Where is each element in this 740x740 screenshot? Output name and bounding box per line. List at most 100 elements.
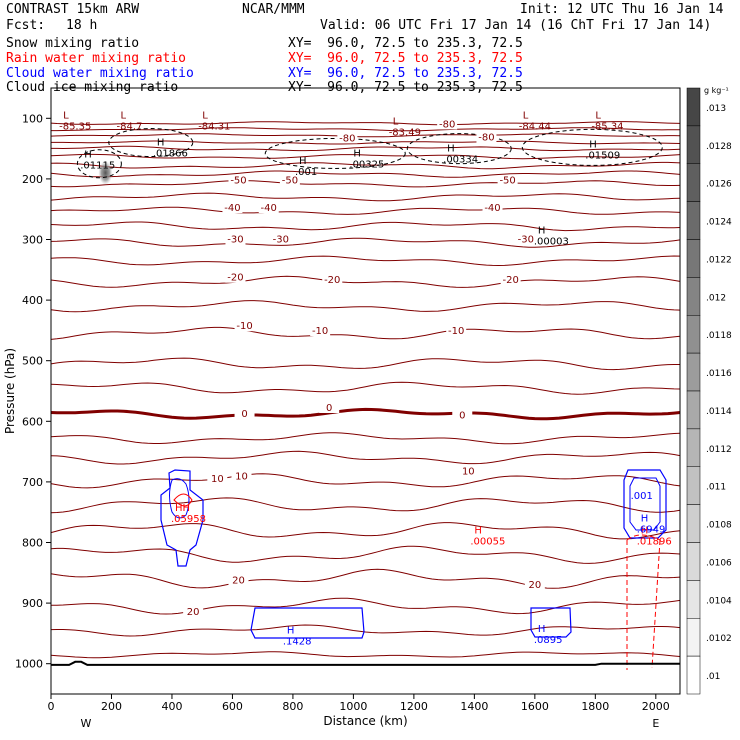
- colorbar-segment: [686, 466, 701, 505]
- colorbar-segment: [686, 277, 701, 316]
- colorbar-segment: [686, 163, 701, 202]
- fcst-value: 18 h: [66, 18, 98, 33]
- temperature-contour-label: -80: [339, 133, 355, 144]
- cloud-ice-contour: [264, 137, 406, 169]
- colorbar-tick-label: .013: [706, 104, 726, 114]
- x-tick-label: 1600: [521, 700, 549, 713]
- temperature-contour-label: -40: [261, 203, 277, 214]
- colorbar-segment: [686, 542, 701, 581]
- field-rain-name: Rain water mixing ratio: [6, 51, 187, 66]
- temperature-contour: [50, 497, 681, 514]
- temperature-contour: [50, 170, 681, 178]
- field-cloudwater-xy: XY= 96.0, 72.5 to 235.3, 72.5: [288, 66, 523, 81]
- x-axis-label: Distance (km): [323, 714, 407, 728]
- extremum-value: .6949: [637, 524, 666, 535]
- colorbar-tick-label: .0114: [706, 407, 732, 417]
- temperature-contour: [50, 161, 681, 170]
- colorbar-tick-label: .0106: [706, 558, 732, 568]
- temperature-contour-label: -10: [236, 321, 252, 332]
- rain-contour: [651, 539, 661, 669]
- extremum-marker: H: [353, 148, 361, 159]
- contour-label-bg: [228, 175, 249, 186]
- x-tick-label: 1200: [400, 700, 428, 713]
- extremum-value: .01896: [637, 536, 672, 547]
- colorbar-tick-label: .0122: [706, 255, 732, 265]
- temperature-contour-label: 0: [241, 409, 247, 420]
- x-tick-label: 0: [48, 700, 55, 713]
- colorbar-tick-label: .011: [706, 483, 726, 493]
- contour-label-bg: [207, 473, 228, 484]
- extremum-marker: H: [474, 525, 482, 536]
- extremum-marker: H: [157, 138, 165, 149]
- model-title: CONTRAST 15km ARW: [6, 2, 140, 17]
- extremum-value: .1428: [283, 636, 312, 647]
- plot-frame: [50, 87, 681, 695]
- temperature-contour-label: 0: [326, 403, 332, 414]
- x-tick-label: 1400: [460, 700, 488, 713]
- init-time: Init: 12 UTC Thu 16 Jan 14: [520, 2, 724, 17]
- colorbar-segment: [686, 390, 701, 430]
- temperature-contour-label: 0: [459, 410, 465, 421]
- colorbar-segment: [686, 125, 701, 164]
- extremum-marker: L: [595, 110, 601, 121]
- extremum-value: .00055: [470, 536, 505, 547]
- x-tick-label: 800: [282, 700, 303, 713]
- extremum-marker: H: [641, 513, 649, 524]
- contour-label-bg: [482, 203, 503, 214]
- contour-label-bg: [476, 132, 497, 143]
- field-rain-xy: XY= 96.0, 72.5 to 235.3, 72.5: [288, 51, 523, 66]
- cloud-water-contour: [530, 607, 572, 638]
- temperature-contour: [50, 153, 681, 160]
- colorbar-tick-label: .0102: [706, 634, 732, 644]
- temperature-contour: [50, 432, 681, 445]
- temperature-contour-label: 10: [235, 471, 248, 482]
- extremum-value: .00325: [349, 159, 384, 170]
- terrain-line: [51, 660, 680, 666]
- contour-label-bg: [234, 409, 255, 420]
- colorbar-tick-label: .0116: [706, 369, 732, 379]
- temperature-contour-label: -30: [273, 235, 289, 246]
- temperature-contour-label: -10: [448, 326, 464, 337]
- contour-label-bg: [524, 579, 545, 590]
- extremum-value: .05958: [171, 514, 206, 525]
- temperature-contour: [50, 192, 681, 202]
- temperature-contour-label: 20: [232, 576, 245, 587]
- temperature-contour: [50, 473, 681, 489]
- contour-label-bg: [500, 275, 521, 286]
- contour-label-bg: [497, 175, 518, 186]
- temperature-contour: [50, 568, 681, 589]
- colorbar-tick-label: .0112: [706, 445, 732, 455]
- temperature-contour-label: -80: [478, 133, 494, 144]
- field-cloudwater-name: Cloud water mixing ratio: [6, 66, 194, 81]
- contour-label-bg: [437, 119, 458, 130]
- extremum-value: -85.35: [59, 121, 91, 132]
- extremum-marker: H: [589, 139, 597, 150]
- extremum-marker: L: [202, 110, 208, 121]
- contour-label-bg: [228, 575, 249, 586]
- extremum-marker: H: [538, 624, 546, 635]
- temperature-contour: [50, 133, 681, 138]
- west-label: W: [81, 717, 92, 730]
- temperature-contour: [50, 450, 681, 465]
- colorbar-segment: [686, 87, 701, 127]
- colorbar-tick-label: .0118: [706, 331, 732, 341]
- y-tick-label: 600: [22, 415, 43, 428]
- field-snow-xy: XY= 96.0, 72.5 to 235.3, 72.5: [288, 36, 523, 51]
- temperature-contour: [50, 624, 681, 637]
- cloud-water-contour: [169, 478, 190, 519]
- contour-label-bg: [515, 234, 536, 245]
- temperature-contour: [50, 221, 681, 232]
- x-tick-label: 200: [101, 700, 122, 713]
- extremum-marker: H: [447, 144, 455, 155]
- temperature-contour: [51, 145, 681, 152]
- contour-label-bg: [258, 203, 279, 214]
- temperature-contour-label: -30: [518, 235, 534, 246]
- colorbar-tick-label: .0126: [706, 180, 732, 190]
- extremum-value: .00003: [534, 236, 569, 247]
- extremum-marker: HH: [175, 503, 190, 514]
- extremum-value: .0895: [534, 635, 563, 646]
- extremum-marker: H: [287, 625, 295, 636]
- cloud-water-contour: [629, 477, 661, 531]
- x-tick-label: 2000: [642, 700, 670, 713]
